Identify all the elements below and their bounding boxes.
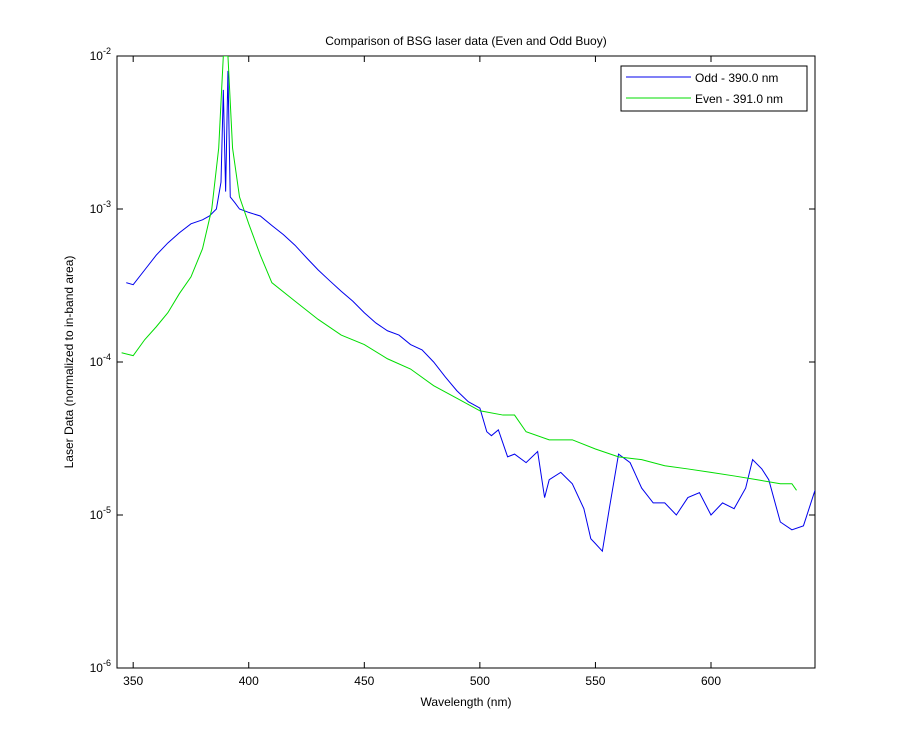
y-tick-label: 10-6 xyxy=(90,658,111,675)
x-tick-label: 400 xyxy=(239,674,259,688)
y-tick-label: 10-4 xyxy=(90,352,111,369)
data-line xyxy=(121,56,797,491)
y-tick-label: 10-2 xyxy=(90,46,111,63)
data-line xyxy=(126,70,815,553)
y-tick-label: 10-3 xyxy=(90,199,111,216)
legend-box xyxy=(620,65,808,112)
legend-label: Even - 391.0 nm xyxy=(695,92,783,106)
legend: Odd - 390.0 nm Even - 391.0 nm xyxy=(620,65,808,112)
x-axis-label: Wavelength (nm) xyxy=(421,695,512,709)
legend-label: Odd - 390.0 nm xyxy=(695,71,778,85)
x-tick-label: 450 xyxy=(354,674,374,688)
y-axis-label: Laser Data (normalized to in-band area) xyxy=(62,256,76,469)
x-tick-label: 500 xyxy=(470,674,490,688)
y-tick-label: 10-5 xyxy=(90,505,111,522)
x-tick-label: 350 xyxy=(123,674,143,688)
chart-title: Comparison of BSG laser data (Even and O… xyxy=(325,34,606,48)
x-tick-label: 600 xyxy=(701,674,721,688)
x-tick-label: 550 xyxy=(585,674,605,688)
